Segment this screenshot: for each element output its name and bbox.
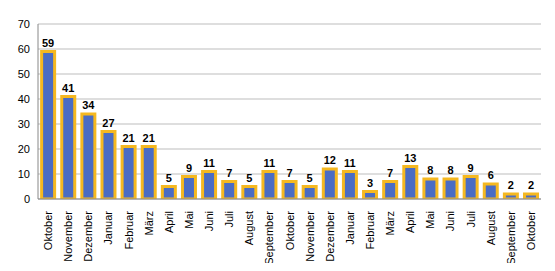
svg-text:12: 12 — [324, 154, 336, 166]
svg-text:8: 8 — [447, 164, 453, 176]
svg-text:9: 9 — [468, 162, 474, 174]
svg-text:41: 41 — [62, 82, 74, 94]
svg-text:März: März — [143, 211, 155, 235]
svg-text:60: 60 — [18, 43, 30, 55]
svg-text:5: 5 — [246, 172, 252, 184]
svg-text:7: 7 — [387, 167, 393, 179]
svg-text:Oktober: Oktober — [525, 211, 537, 250]
svg-text:7: 7 — [226, 167, 232, 179]
svg-text:20: 20 — [18, 143, 30, 155]
svg-text:8: 8 — [427, 164, 433, 176]
svg-text:3: 3 — [367, 177, 373, 189]
svg-text:Juli: Juli — [465, 211, 477, 228]
svg-text:Dezember: Dezember — [82, 211, 94, 262]
svg-text:13: 13 — [404, 152, 416, 164]
svg-text:40: 40 — [18, 93, 30, 105]
svg-text:August: August — [243, 211, 255, 245]
svg-text:0: 0 — [24, 193, 30, 205]
svg-text:November: November — [62, 211, 74, 262]
svg-text:7: 7 — [286, 167, 292, 179]
svg-text:April: April — [404, 211, 416, 233]
svg-text:Dezember: Dezember — [324, 211, 336, 262]
svg-text:9: 9 — [186, 162, 192, 174]
svg-text:Juni: Juni — [444, 211, 456, 231]
svg-text:34: 34 — [82, 99, 95, 111]
svg-text:2: 2 — [528, 179, 534, 191]
svg-text:27: 27 — [102, 117, 114, 129]
svg-text:September: September — [263, 211, 275, 263]
svg-text:2: 2 — [508, 179, 514, 191]
svg-text:50: 50 — [18, 68, 30, 80]
svg-text:6: 6 — [488, 169, 494, 181]
svg-text:Februar: Februar — [364, 211, 376, 250]
svg-text:November: November — [304, 211, 316, 262]
svg-text:Juli: Juli — [223, 211, 235, 228]
svg-text:5: 5 — [307, 172, 313, 184]
svg-text:11: 11 — [264, 157, 276, 169]
svg-text:21: 21 — [143, 132, 155, 144]
svg-text:Oktober: Oktober — [284, 211, 296, 250]
svg-text:April: April — [163, 211, 175, 233]
svg-text:März: März — [384, 211, 396, 235]
svg-text:11: 11 — [344, 157, 356, 169]
svg-text:Juni: Juni — [203, 211, 215, 231]
svg-text:5: 5 — [166, 172, 172, 184]
svg-text:Januar: Januar — [344, 211, 356, 245]
svg-text:Mai: Mai — [183, 211, 195, 229]
svg-text:21: 21 — [122, 132, 134, 144]
svg-text:September: September — [505, 211, 517, 263]
svg-text:10: 10 — [18, 168, 30, 180]
svg-text:August: August — [485, 211, 497, 245]
svg-text:11: 11 — [203, 157, 215, 169]
svg-text:30: 30 — [18, 118, 30, 130]
svg-text:59: 59 — [42, 37, 54, 49]
svg-text:Januar: Januar — [102, 211, 114, 245]
svg-text:Oktober: Oktober — [42, 211, 54, 250]
svg-text:Februar: Februar — [123, 211, 135, 250]
svg-text:Mai: Mai — [424, 211, 436, 229]
svg-text:70: 70 — [18, 18, 30, 30]
